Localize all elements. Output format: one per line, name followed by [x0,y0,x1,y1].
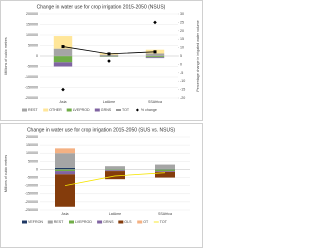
legend-swatch [97,220,103,224]
y-tick-label: 0 [36,54,38,58]
bar-segment [105,170,125,172]
bar-segment [55,167,75,170]
y-tick-label: 200000 [26,135,38,139]
bar-segment [155,164,175,169]
bar-segment [53,56,73,63]
y-tick-label: -50000 [27,64,38,68]
y2-tick-label: 5 [180,54,182,58]
y-axis-label: Millions of cubic metres [4,37,8,75]
y2-tick-label: 15 [180,37,184,41]
panel-frame [0,0,203,121]
legend-swatch [22,108,27,112]
bar-segment [155,171,175,178]
y2-tick-label: -5 [180,71,183,75]
bar-segment [55,153,75,168]
y-tick-label: 200000 [26,12,38,16]
bar-segment [55,171,75,175]
y-tick-label: -150000 [25,192,38,196]
y2-tick-label: -20 [180,96,185,100]
y-tick-label: -100000 [25,75,38,79]
scatter-point [153,20,157,25]
x-tick-label: Asia [62,212,69,216]
line-marker [153,50,157,54]
legend-label: TOT [160,220,168,224]
x-tick-label: LatAme [109,212,121,216]
bar-segment [105,169,125,171]
bar-segment [53,36,73,49]
x-tick-label: SSAfrica [158,212,172,216]
y-tick-label: 150000 [26,22,38,26]
scatter-point [61,87,65,92]
bar-segment [55,169,75,172]
y-tick-label: 150000 [26,143,38,147]
y-tick-label: 0 [36,167,38,171]
legend-label: LVEPROD [75,220,92,224]
bar-segment [53,48,73,56]
line [64,172,166,187]
legend-label: REST [28,108,38,112]
y-tick-label: 100000 [26,33,38,37]
legend-label: VEFRON [28,220,43,224]
y-tick-label: 50000 [28,159,38,163]
bar-segment [53,62,73,67]
y2-tick-label: 10 [180,46,184,50]
y-tick-label: -50000 [27,176,38,180]
line-marker [107,52,111,56]
y-tick-label: -100000 [25,184,38,188]
legend-label: LVEPROD [73,108,90,112]
y-tick-label: -250000 [25,208,38,212]
x-tick-label: SSAfrica [148,100,162,104]
scatter-point [107,59,111,63]
y2-tick-label: 25 [180,20,184,24]
bar-segment [99,56,119,57]
y2-tick-label: 0 [180,62,182,66]
bar-segment [155,169,175,172]
x-tick-label: Asia [60,100,67,104]
legend-swatch [135,108,139,112]
y2-tick-label: -10 [180,79,185,83]
figure: Change in water use for crop irrigation … [0,0,203,248]
bar-segment [145,57,165,59]
legend-swatch [47,220,53,224]
legend-label: % change [141,108,157,112]
line-marker [61,45,65,49]
y-tick-label: 100000 [26,151,38,155]
legend-label: GRNS [101,108,112,112]
y-axis-label: Millions of cubic metres [4,155,8,193]
y2-tick-label: -15 [180,88,185,92]
legend-swatch [94,108,100,112]
bar-segment [105,166,125,170]
y2-axis-label: Percentage change in irrigated water vol… [196,20,200,91]
x-tick-label: LatAme [103,100,115,104]
legend-swatch [66,108,72,112]
legend-label: OT [143,220,149,224]
y-tick-label: -200000 [25,200,38,204]
legend-label: REST [54,220,64,224]
legend-swatch [43,108,49,112]
chart-title: Change in water use for crop irrigation … [27,127,175,133]
legend-swatch [137,220,143,224]
y-tick-label: 50000 [28,43,38,47]
legend-swatch [22,220,27,224]
legend-label: OTHER [49,108,62,112]
bar-segment [105,171,125,180]
legend-swatch [118,220,124,224]
legend-label: GRNS [103,220,114,224]
y-tick-label: -150000 [25,85,38,89]
legend-label: OLS [124,220,132,224]
bar-segment [155,171,175,172]
bar-segment [55,148,75,154]
chart-title: Change in water use for crop irrigation … [37,4,166,10]
y2-tick-label: 20 [180,29,184,33]
y-tick-label: -200000 [25,96,38,100]
legend-label: TOT [122,108,130,112]
y2-tick-label: 30 [180,12,184,16]
legend-swatch [69,220,74,224]
bar-segment [145,53,165,56]
bar-segment [145,56,165,58]
bar-segment [55,174,75,207]
